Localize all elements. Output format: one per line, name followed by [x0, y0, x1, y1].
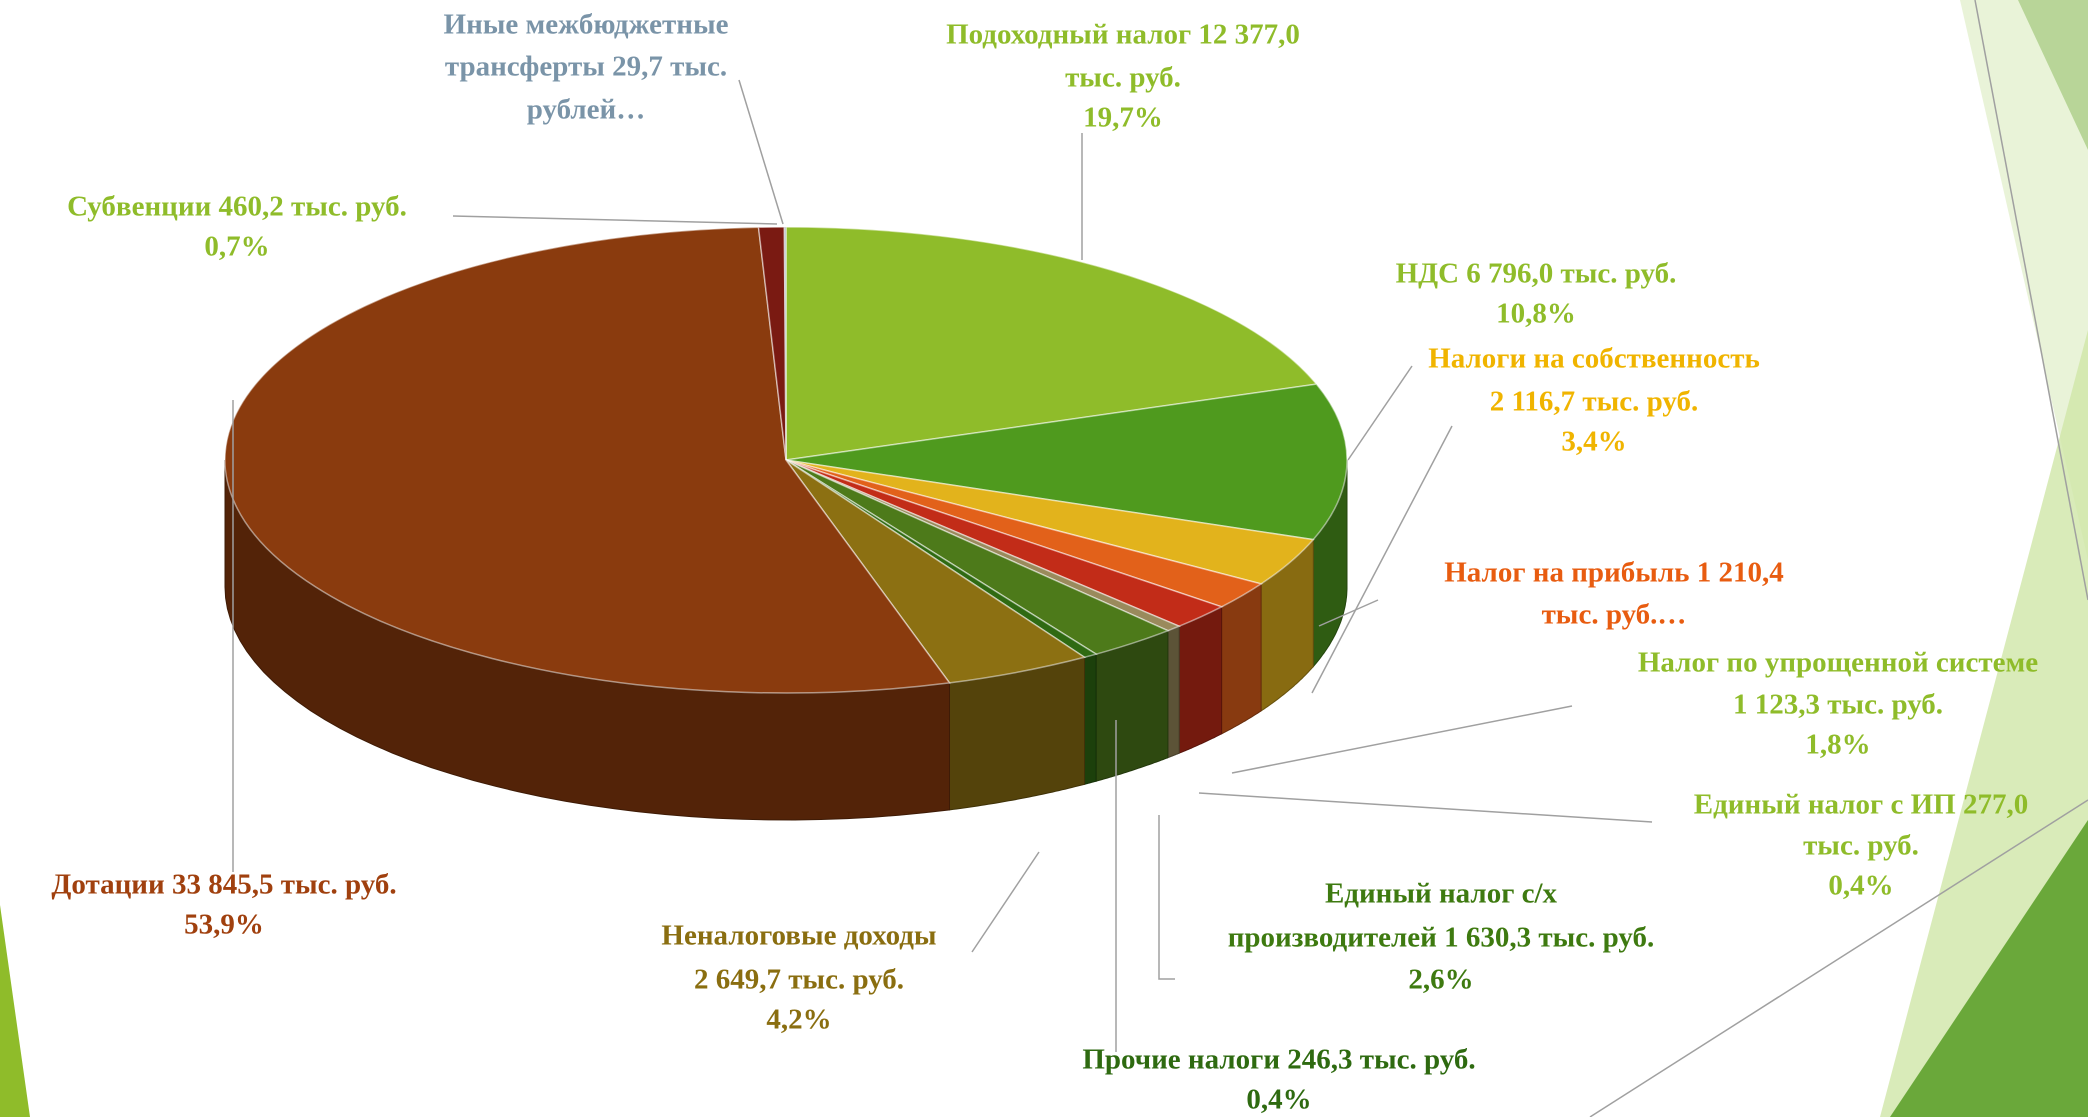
data-label: производителей 1 630,3 тыс. руб. [1228, 922, 1655, 954]
data-label: Иные межбюджетные [444, 9, 729, 41]
decor [1960, 0, 2088, 560]
data-label: Прочие налоги 246,3 тыс. руб. [1082, 1044, 1475, 1076]
data-label: Единый налог с/х [1325, 878, 1558, 910]
data-label: тыс. руб. [1065, 62, 1181, 94]
data-label: тыс. руб.… [1542, 599, 1687, 631]
data-label: 0,4% [1828, 870, 1893, 902]
leader-line [452, 215, 778, 225]
leader-line [1231, 705, 1573, 774]
slice [785, 383, 1348, 541]
slice-side [1167, 625, 1180, 759]
leader-lines [232, 79, 1653, 1052]
slice-side [1095, 629, 1169, 782]
decor [1589, 799, 2088, 1117]
slice-side [1084, 653, 1097, 785]
leader-line [1198, 792, 1653, 823]
labels: Подоходный налог 12 377,0 тыс. руб. 19,7% Н… [51, 9, 2038, 1116]
slice [783, 226, 787, 461]
slice-side [1221, 582, 1262, 735]
data-label: 2 116,7 тыс. руб. [1490, 386, 1699, 418]
data-label: Дотации 33 845,5 тыс. руб. [51, 869, 396, 901]
data-label: 1,8% [1805, 729, 1870, 761]
data-label: 0,4% [1246, 1084, 1311, 1116]
leader-line [1318, 599, 1379, 627]
data-label: 10,8% [1496, 298, 1576, 330]
data-label: 3,4% [1561, 426, 1626, 458]
decor [1890, 820, 2088, 1117]
data-label: Налоги на собственность [1428, 343, 1760, 375]
data-label: Налог по упрощенной системе [1638, 647, 2038, 679]
data-label: НДС 6 796,0 тыс. руб. [1396, 258, 1677, 290]
data-label: Субвенции 460,2 тыс. руб. [67, 191, 407, 223]
leader-line [971, 851, 1040, 953]
data-label: 0,7% [204, 231, 269, 263]
data-label: рублей… [527, 94, 646, 126]
slice-side [1178, 605, 1223, 754]
data-label: Подоходный налог 12 377,0 [946, 19, 1300, 51]
decor [0, 905, 30, 1117]
data-label: тыс. руб. [1803, 830, 1919, 862]
slice [785, 226, 1318, 461]
data-label: 4,2% [766, 1004, 831, 1036]
data-label: 2 649,7 тыс. руб. [694, 964, 904, 996]
data-label: Неналоговые доходы [661, 920, 936, 952]
leader-line [738, 79, 784, 225]
data-label: 2,6% [1408, 964, 1473, 996]
data-label: трансферты 29,7 тыс. [445, 51, 727, 83]
data-label: Налог на прибыль 1 210,4 [1444, 557, 1784, 589]
data-label: 53,9% [184, 909, 264, 941]
leader-line [1347, 365, 1413, 461]
data-label: Единый налог с ИП 277,0 [1694, 789, 2028, 821]
leader-line [1311, 425, 1453, 694]
decor [1974, 0, 2088, 601]
data-label: 19,7% [1083, 102, 1163, 134]
data-label: 1 123,3 тыс. руб. [1733, 689, 1943, 721]
pie [224, 226, 1348, 821]
leader-line [1158, 815, 1175, 980]
